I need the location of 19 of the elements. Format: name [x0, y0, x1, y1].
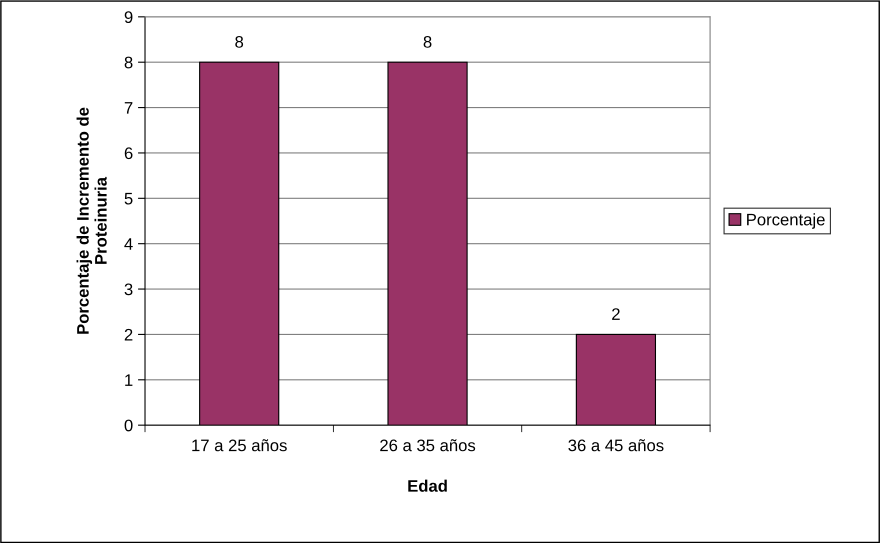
y-tick-label: 8	[124, 56, 132, 68]
data-label: 2	[612, 308, 620, 320]
y-tick-label: 7	[124, 102, 132, 114]
data-label: 8	[424, 36, 432, 48]
y-tick-label: 6	[124, 147, 132, 160]
x-axis-title: Edad	[408, 480, 447, 492]
y-tick-label: 5	[124, 192, 133, 205]
y-tick-label: 3	[124, 283, 132, 296]
x-tick-label: 36 a 45 años	[568, 439, 664, 452]
y-axis-title: Porcentaje de Incremento de Proteinuria	[76, 108, 107, 334]
x-tick-label: 17 a 25 años	[192, 439, 287, 452]
y-tick-label: 0	[124, 420, 133, 432]
y-tick-label: 2	[124, 328, 132, 340]
data-label: 8	[235, 36, 244, 48]
y-tick-label: 4	[124, 238, 133, 250]
x-tick-label: 26 a 35 años	[380, 439, 476, 452]
y-tick-label: 1	[125, 374, 132, 386]
legend-label: Porcentaje	[747, 213, 825, 229]
y-tick-label: 9	[124, 11, 132, 24]
